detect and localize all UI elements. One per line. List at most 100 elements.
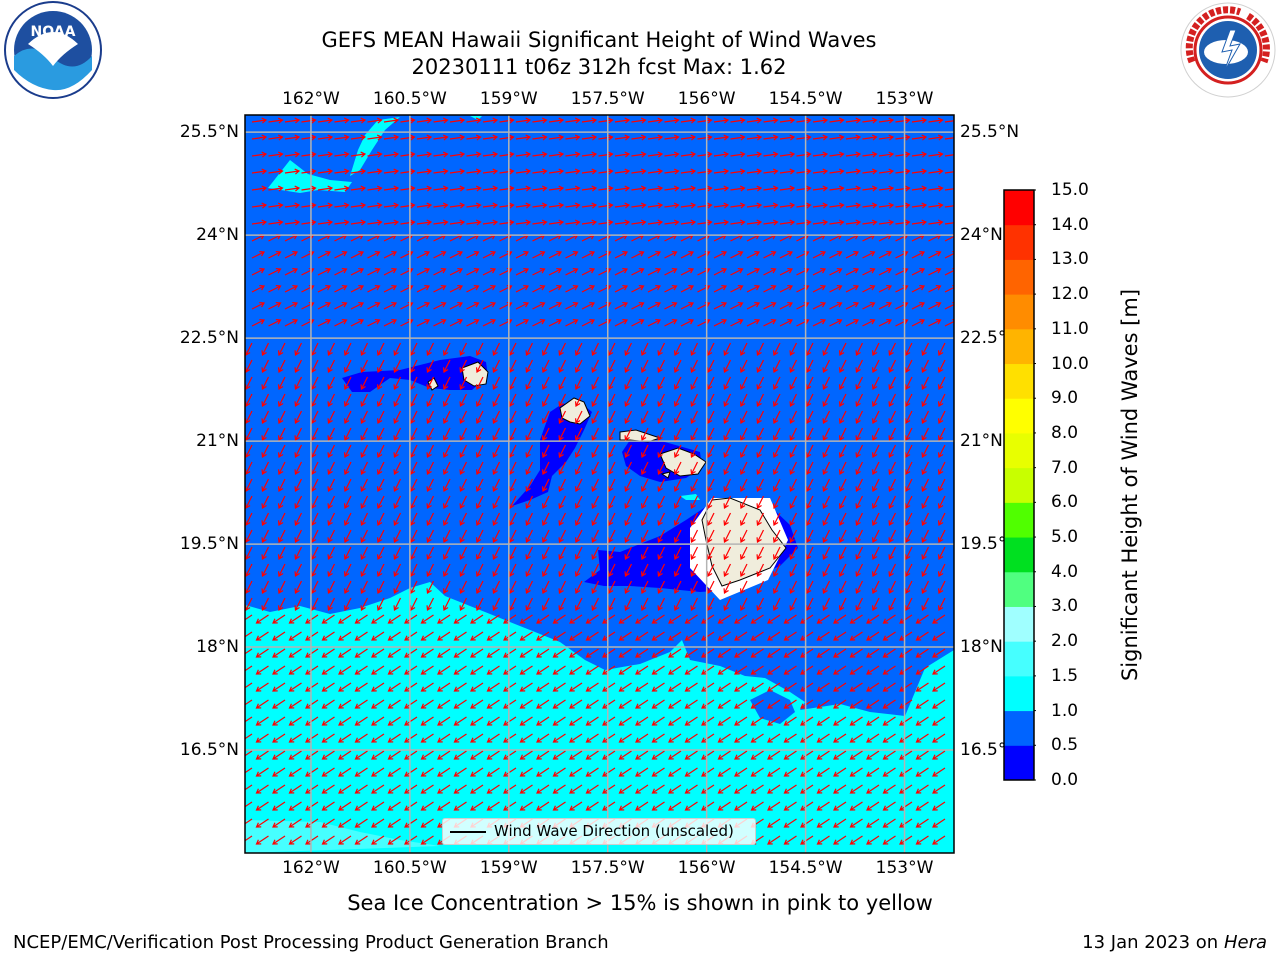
wind-wave-arrow	[284, 185, 301, 192]
wind-wave-arrow	[466, 301, 480, 310]
wind-wave-arrow	[305, 682, 319, 692]
wind-wave-arrow	[717, 767, 731, 777]
wind-wave-arrow	[789, 529, 798, 544]
wind-wave-arrow	[618, 682, 632, 692]
wind-wave-arrow	[845, 301, 860, 310]
wind-wave-arrow	[420, 818, 434, 828]
sea-ice-note: Sea Ice Concentration > 15% is shown in …	[347, 891, 933, 915]
wind-wave-arrow	[730, 301, 744, 310]
wind-wave-arrow	[245, 631, 253, 638]
wind-wave-arrow	[871, 444, 880, 459]
wind-wave-arrow	[932, 784, 946, 794]
wind-wave-arrow	[558, 597, 567, 612]
land-kahoolawe	[660, 471, 671, 479]
wind-wave-arrow	[684, 682, 698, 692]
wind-wave-arrow	[713, 185, 730, 192]
wind-wave-arrow	[895, 219, 911, 226]
wind-wave-arrow	[937, 393, 946, 408]
wind-wave-arrow	[327, 580, 336, 595]
wind-wave-arrow	[723, 580, 732, 595]
wind-wave-arrow	[756, 461, 765, 476]
wind-wave-arrow	[294, 393, 303, 408]
colorbar-tick-12: 10.0	[1051, 353, 1089, 374]
wind-wave-arrow	[647, 134, 664, 141]
wind-wave-arrow	[855, 597, 864, 612]
wind-wave-arrow	[354, 648, 368, 658]
lon-tick-bottom-2: 159°W	[479, 858, 538, 878]
wind-wave-arrow	[470, 682, 484, 692]
wind-wave-arrow	[750, 631, 764, 641]
wind-wave-arrow	[647, 267, 662, 276]
wind-wave-arrow	[277, 359, 286, 374]
wind-wave-arrow	[816, 648, 830, 658]
wind-wave-arrow	[631, 250, 645, 259]
wind-wave-arrow	[624, 563, 633, 578]
wind-wave-arrow	[499, 202, 515, 209]
wind-wave-arrow	[305, 733, 319, 743]
wind-wave-arrow	[928, 318, 942, 327]
wind-wave-arrow	[631, 151, 647, 158]
wind-wave-arrow	[812, 301, 827, 310]
wind-wave-arrow	[449, 284, 464, 293]
wind-wave-arrow	[701, 750, 715, 760]
wind-wave-arrow	[338, 682, 352, 692]
wind-wave-arrow	[911, 318, 926, 327]
wind-wave-arrow	[783, 614, 797, 624]
wind-wave-arrow	[591, 546, 600, 561]
wind-wave-arrow	[647, 117, 664, 124]
wind-wave-arrow	[255, 767, 269, 777]
wind-wave-arrow	[508, 393, 517, 408]
wind-wave-arrow	[904, 495, 913, 510]
wind-wave-arrow	[849, 818, 863, 828]
wind-wave-arrow	[327, 393, 336, 408]
wind-wave-arrow	[838, 563, 847, 578]
wind-wave-arrow	[614, 117, 631, 124]
wind-wave-arrow	[519, 665, 533, 675]
wind-wave-arrow	[849, 631, 863, 641]
wind-wave-arrow	[944, 120, 954, 123]
wind-wave-arrow	[426, 512, 435, 527]
wind-wave-arrow	[475, 427, 484, 442]
wind-wave-arrow	[763, 134, 779, 141]
wind-wave-arrow	[800, 648, 814, 658]
wind-wave-arrow	[640, 495, 649, 510]
wind-wave-arrow	[651, 682, 665, 692]
wind-wave-arrow	[772, 359, 781, 374]
wind-wave-arrow	[871, 427, 880, 442]
wind-wave-arrow	[734, 682, 748, 692]
wind-wave-arrow	[640, 393, 649, 408]
wind-wave-arrow	[888, 342, 897, 357]
wind-wave-arrow	[690, 359, 699, 374]
wind-wave-arrow	[763, 151, 779, 158]
wind-wave-arrow	[255, 699, 269, 709]
wind-wave-arrow	[416, 318, 431, 327]
wind-wave-arrow	[829, 185, 845, 192]
wind-wave-arrow	[343, 580, 352, 595]
wind-wave-arrow	[631, 185, 647, 192]
wind-wave-arrow	[756, 546, 765, 561]
wind-wave-arrow	[453, 648, 467, 658]
wind-wave-arrow	[888, 546, 897, 561]
wind-wave-arrow	[706, 359, 715, 374]
wind-wave-arrow	[772, 546, 781, 561]
wind-wave-arrow	[585, 665, 599, 675]
wind-wave-arrow	[334, 168, 350, 175]
wind-wave-arrow	[470, 665, 484, 675]
wind-wave-arrow	[862, 185, 878, 192]
colorbar-tick-8: 6.0	[1051, 492, 1079, 513]
wind-wave-arrow	[871, 495, 880, 510]
wind-wave-arrow	[404, 716, 418, 726]
wind-wave-arrow	[866, 733, 880, 743]
wind-wave-arrow	[437, 750, 451, 760]
wind-wave-arrow	[789, 563, 798, 578]
wind-wave-arrow	[789, 512, 798, 527]
colorbar-tick-3: 1.5	[1051, 665, 1079, 686]
wind-wave-arrow	[767, 614, 781, 624]
wind-wave-arrow	[657, 529, 666, 544]
wind-wave-arrow	[635, 767, 649, 777]
wind-wave-arrow	[723, 393, 732, 408]
wind-wave-arrow	[756, 359, 765, 374]
wind-wave-arrow	[334, 267, 348, 276]
wind-wave-arrow	[706, 580, 715, 595]
wind-wave-arrow	[482, 117, 499, 124]
